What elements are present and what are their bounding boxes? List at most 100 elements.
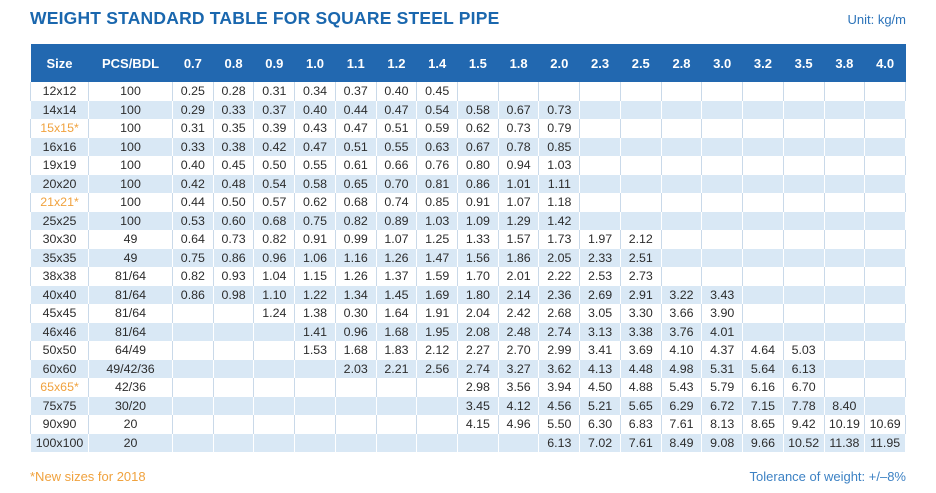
weight-cell: 2.68 bbox=[538, 304, 581, 323]
weight-cell: 0.48 bbox=[213, 174, 255, 193]
weight-cell: 2.98 bbox=[457, 378, 499, 397]
page-title: WEIGHT STANDARD TABLE FOR SQUARE STEEL P… bbox=[30, 8, 500, 28]
weight-cell: 8.40 bbox=[824, 396, 866, 415]
weight-cell bbox=[824, 378, 866, 397]
thickness-column-header: 3.2 bbox=[742, 44, 784, 82]
weight-cell bbox=[864, 82, 906, 101]
weight-cell bbox=[579, 137, 621, 156]
weight-cell: 2.12 bbox=[620, 230, 662, 249]
weight-cell bbox=[864, 230, 906, 249]
weight-cell bbox=[213, 433, 255, 452]
weight-cell: 0.89 bbox=[376, 211, 418, 230]
weight-cell: 3.38 bbox=[620, 322, 662, 341]
weight-cell: 6.83 bbox=[620, 415, 662, 434]
thickness-column-header: 1.1 bbox=[335, 44, 377, 82]
weight-cell bbox=[742, 267, 784, 286]
weight-cell bbox=[661, 193, 703, 212]
weight-cell bbox=[213, 341, 255, 360]
weight-cell: 0.47 bbox=[294, 137, 336, 156]
thickness-column-header: 3.5 bbox=[783, 44, 824, 82]
weight-cell: 0.47 bbox=[376, 100, 418, 119]
weight-cell bbox=[661, 211, 703, 230]
weight-cell: 0.57 bbox=[253, 193, 296, 212]
size-cell: 25x25 bbox=[30, 211, 89, 230]
pcs-cell: 100 bbox=[88, 193, 173, 212]
weight-cell bbox=[213, 415, 255, 434]
weight-cell: 0.39 bbox=[253, 119, 296, 138]
weight-cell: 1.80 bbox=[457, 285, 499, 304]
weight-cell bbox=[783, 174, 825, 193]
weight-cell bbox=[783, 285, 825, 304]
weight-cell: 4.64 bbox=[742, 341, 784, 360]
weight-cell bbox=[701, 82, 744, 101]
weight-cell bbox=[620, 174, 662, 193]
weight-cell: 2.14 bbox=[498, 285, 540, 304]
weight-cell bbox=[172, 341, 214, 360]
size-cell: 46x46 bbox=[30, 322, 89, 341]
weight-cell: 2.70 bbox=[498, 341, 540, 360]
weight-cell: 6.13 bbox=[783, 359, 825, 378]
weight-cell bbox=[742, 137, 784, 156]
weight-cell bbox=[864, 285, 906, 304]
weight-cell: 0.73 bbox=[498, 119, 540, 138]
weight-cell: 5.31 bbox=[701, 359, 744, 378]
weight-cell: 2.74 bbox=[538, 322, 581, 341]
weight-cell: 7.61 bbox=[661, 415, 703, 434]
weight-cell bbox=[253, 433, 296, 452]
table-row: 35x35 49 0.75 0.86 0.96 1.06 1.16 1.26 1.47 1.56 1… bbox=[30, 248, 906, 267]
thickness-column-header: 2.0 bbox=[538, 44, 580, 82]
weight-cell: 3.22 bbox=[661, 285, 703, 304]
weight-cell: 0.54 bbox=[253, 174, 296, 193]
weight-cell: 1.83 bbox=[376, 341, 418, 360]
weight-cell bbox=[620, 100, 662, 119]
weight-cell: 3.30 bbox=[620, 304, 662, 323]
weight-cell: 1.10 bbox=[253, 285, 296, 304]
weight-cell: 7.15 bbox=[742, 396, 784, 415]
weight-cell bbox=[824, 248, 866, 267]
weight-cell bbox=[742, 304, 784, 323]
table-body: 12x12 100 0.25 0.28 0.31 0.34 0.37 0.40 0.45 14x1… bbox=[30, 82, 906, 452]
weight-cell: 0.68 bbox=[253, 211, 296, 230]
weight-cell: 0.47 bbox=[335, 119, 377, 138]
table-row: 25x25 100 0.53 0.60 0.68 0.75 0.82 0.89 1.03 1.09… bbox=[30, 211, 906, 230]
weight-cell: 0.79 bbox=[538, 119, 581, 138]
weight-cell bbox=[701, 211, 744, 230]
weight-cell: 0.42 bbox=[253, 137, 296, 156]
size-cell: 20x20 bbox=[30, 174, 89, 193]
weight-cell: 11.38 bbox=[824, 433, 866, 452]
weight-cell: 0.63 bbox=[416, 137, 459, 156]
weight-cell: 1.41 bbox=[294, 322, 336, 341]
weight-cell bbox=[172, 396, 214, 415]
weight-cell bbox=[253, 322, 296, 341]
weight-cell bbox=[864, 322, 906, 341]
pcs-cell: 100 bbox=[88, 82, 173, 101]
weight-cell bbox=[376, 378, 418, 397]
weight-cell: 4.48 bbox=[620, 359, 662, 378]
weight-cell bbox=[783, 119, 825, 138]
size-cell: 35x35 bbox=[30, 248, 89, 267]
weight-cell bbox=[864, 100, 906, 119]
weight-cell: 3.13 bbox=[579, 322, 621, 341]
weight-cell: 1.07 bbox=[376, 230, 418, 249]
weight-cell bbox=[742, 193, 784, 212]
weight-cell bbox=[661, 156, 703, 175]
weight-cell: 2.22 bbox=[538, 267, 581, 286]
footnote-new-sizes: *New sizes for 2018 bbox=[30, 469, 146, 484]
weight-cell: 2.99 bbox=[538, 341, 581, 360]
weight-cell bbox=[579, 82, 621, 101]
weight-cell: 2.73 bbox=[620, 267, 662, 286]
weight-cell: 1.03 bbox=[416, 211, 459, 230]
weight-cell bbox=[253, 341, 296, 360]
weight-cell bbox=[824, 119, 866, 138]
pcs-cell: 49 bbox=[88, 248, 173, 267]
weight-cell bbox=[701, 267, 744, 286]
weight-cell: 4.01 bbox=[701, 322, 744, 341]
table-row: 12x12 100 0.25 0.28 0.31 0.34 0.37 0.40 0.45 bbox=[30, 82, 906, 101]
weight-cell bbox=[742, 230, 784, 249]
weight-cell: 4.96 bbox=[498, 415, 540, 434]
weight-cell: 7.02 bbox=[579, 433, 621, 452]
weight-cell: 10.69 bbox=[864, 415, 906, 434]
weight-cell: 0.75 bbox=[294, 211, 336, 230]
weight-cell bbox=[579, 211, 621, 230]
weight-cell: 2.05 bbox=[538, 248, 581, 267]
